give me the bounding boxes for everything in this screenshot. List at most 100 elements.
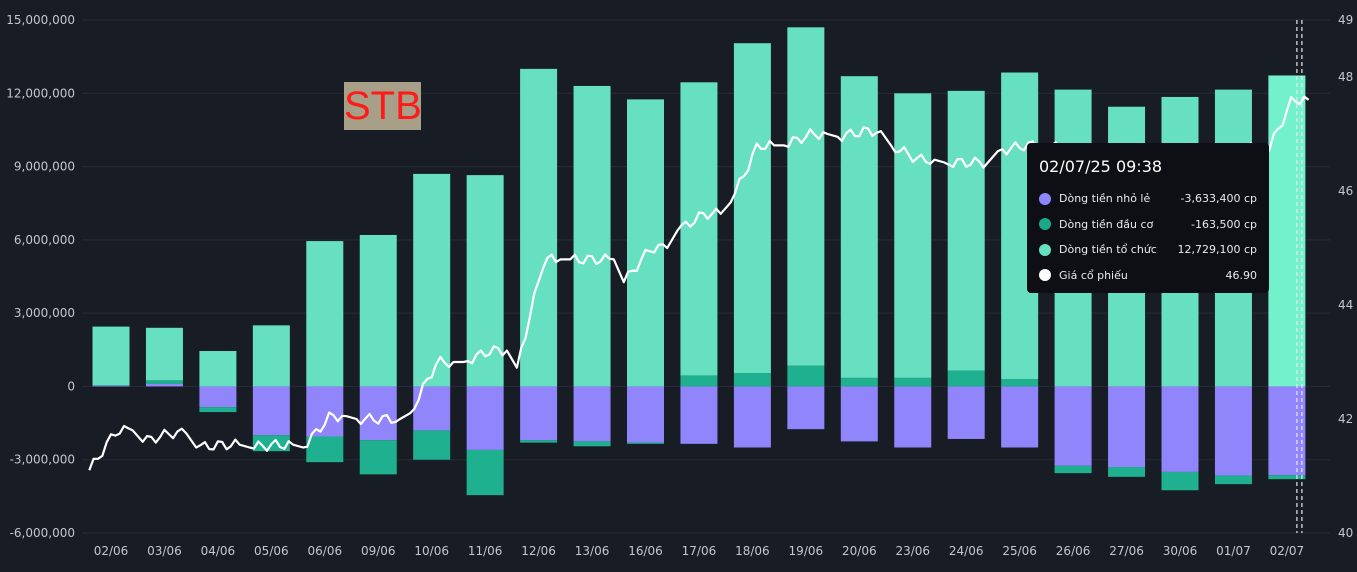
x-axis-tick-label: 02/07	[1270, 544, 1305, 558]
left-axis-tick-label: 12,000,000	[6, 86, 75, 100]
x-axis-tick-label: 01/07	[1216, 544, 1251, 558]
legend-dot-icon	[1039, 192, 1051, 205]
crosshair	[1296, 20, 1303, 533]
bar-segment	[1214, 475, 1252, 485]
x-axis-tick-label: 20/06	[842, 544, 877, 558]
bar-segment	[1001, 386, 1039, 448]
bar-segment	[733, 386, 771, 448]
bar-segment	[1001, 379, 1039, 387]
bar-segment	[840, 386, 878, 442]
bar-segment	[306, 386, 344, 437]
bar-segment	[1054, 386, 1092, 466]
x-axis-tick-label: 12/06	[521, 544, 556, 558]
right-axis-tick-label: 42	[1338, 412, 1353, 426]
x-axis-tick-label: 23/06	[895, 544, 930, 558]
right-axis: 49 48 46 44 42 40	[1338, 13, 1353, 540]
bar-segment	[894, 93, 932, 378]
bar-segment	[680, 375, 718, 387]
bar-segment	[199, 386, 237, 408]
bar-segment	[413, 173, 451, 387]
x-axis-tick-label: 25/06	[1002, 544, 1037, 558]
bar-segment	[573, 85, 611, 387]
bar-segment	[306, 436, 344, 463]
bar-segment	[733, 372, 771, 387]
x-axis-tick-label: 16/06	[628, 544, 663, 558]
left-axis-tick-label: 15,000,000	[6, 13, 75, 27]
bar-segment	[1161, 471, 1199, 491]
left-axis-tick-label: 3,000,000	[14, 306, 75, 320]
x-axis: 02/06 03/06 04/06 05/06 06/06 09/06 10/06 11/06…	[94, 544, 1304, 558]
bar-segment	[359, 386, 397, 441]
tooltip-value: 12,729,100 cp	[1177, 243, 1257, 257]
left-axis-tick-label: 9,000,000	[14, 160, 75, 174]
tooltip-row: Dòng tiền nhỏ lẻ -3,633,400 cp	[1039, 186, 1257, 212]
x-axis-tick-label: 26/06	[1056, 544, 1091, 558]
tooltip-value: -3,633,400 cp	[1180, 192, 1257, 206]
right-axis-tick-label: 40	[1338, 526, 1353, 540]
bar-segment	[199, 407, 237, 413]
left-axis: 15,000,000 12,000,000 9,000,000 6,000,000 3,…	[6, 13, 75, 540]
bar-segment	[520, 440, 558, 443]
tooltip-row: Dòng tiền đầu cơ -163,500 cp	[1039, 212, 1257, 238]
bar-segment	[466, 386, 504, 450]
bar-segment	[627, 442, 664, 444]
right-axis-tick-label: 44	[1338, 298, 1353, 312]
x-axis-tick-label: 02/06	[94, 544, 129, 558]
bar-segment	[573, 441, 611, 447]
bar-segment	[840, 377, 878, 387]
left-axis-tick-label: -6,000,000	[10, 526, 75, 540]
tooltip-label: Dòng tiền đầu cơ	[1059, 217, 1154, 231]
x-axis-tick-label: 05/06	[254, 544, 289, 558]
bar-segment	[1268, 75, 1306, 387]
tooltip-value: 46.90	[1225, 268, 1258, 282]
bar-segment	[840, 76, 878, 378]
tooltip-value: -163,500 cp	[1191, 217, 1257, 231]
x-axis-tick-label: 30/06	[1163, 544, 1198, 558]
bar-segment	[787, 365, 825, 387]
bar-segment	[680, 82, 718, 376]
bar-segment	[252, 325, 290, 387]
x-axis-tick-label: 11/06	[468, 544, 503, 558]
tooltip-label: Dòng tiền nhỏ lẻ	[1059, 192, 1151, 206]
x-axis-tick-label: 13/06	[575, 544, 610, 558]
bar-segment	[359, 234, 397, 387]
ticker-stamp: STB	[344, 82, 422, 130]
bar-segment	[894, 377, 932, 387]
bar-segment	[1161, 386, 1199, 472]
bar-segment	[145, 383, 183, 387]
bar-segment	[627, 99, 664, 387]
bar-segment	[733, 43, 771, 373]
x-axis-tick-label: 04/06	[201, 544, 236, 558]
bar-segment	[359, 440, 397, 475]
bar-segment	[252, 386, 290, 436]
bar-segment	[947, 386, 985, 439]
left-axis-tick-label: 6,000,000	[14, 233, 75, 247]
x-axis-tick-label: 09/06	[361, 544, 396, 558]
bar-segment	[947, 370, 985, 387]
x-axis-tick-label: 06/06	[308, 544, 343, 558]
bar-segment	[199, 351, 237, 387]
bar-segment	[627, 386, 664, 443]
left-axis-tick-label: 0	[67, 379, 75, 393]
bar-segment	[1214, 386, 1252, 476]
legend-dot-icon	[1039, 269, 1051, 282]
bar-segment	[413, 430, 451, 460]
right-axis-tick-label: 48	[1338, 70, 1353, 84]
x-axis-tick-label: 19/06	[789, 544, 824, 558]
tooltip-label: Dòng tiền tổ chức	[1059, 243, 1157, 257]
right-axis-tick-label: 49	[1338, 13, 1353, 27]
tooltip-row: Giá cổ phiếu 46.90	[1039, 263, 1257, 289]
bar-segment	[92, 385, 130, 386]
left-axis-tick-label: -3,000,000	[10, 453, 75, 467]
bar-segment	[1268, 475, 1306, 480]
bar-segment	[145, 327, 183, 381]
x-axis-tick-label: 10/06	[414, 544, 449, 558]
bar-segment	[573, 386, 611, 442]
x-axis-tick-label: 03/06	[147, 544, 182, 558]
x-axis-tick-label: 27/06	[1109, 544, 1144, 558]
bar-segment	[787, 386, 825, 430]
bar-segment	[466, 175, 504, 387]
bar-segment	[1268, 386, 1306, 476]
tooltip-title: 02/07/25 09:38	[1039, 157, 1163, 176]
bar-segment	[92, 385, 130, 387]
